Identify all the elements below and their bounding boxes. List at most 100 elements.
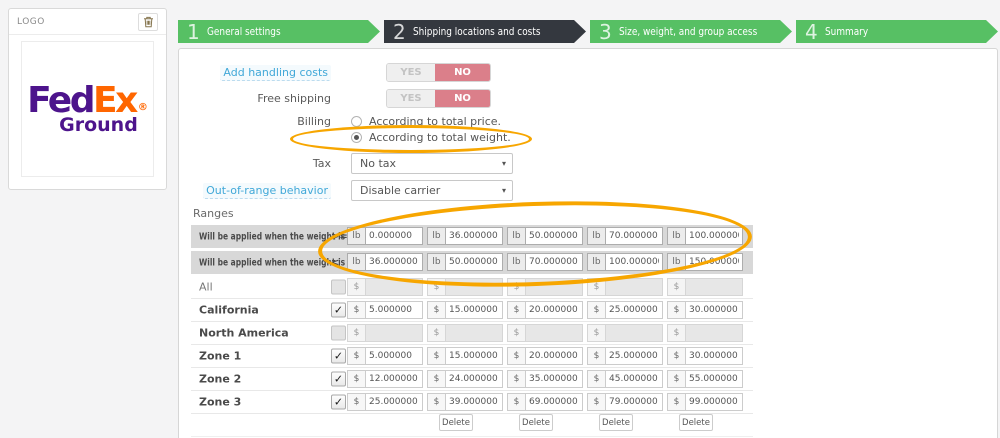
- logo-card-header: LOGO: [9, 9, 166, 35]
- weight-input[interactable]: [605, 227, 663, 245]
- free-shipping-toggle[interactable]: YES NO: [386, 88, 491, 108]
- unit-prefix: lb: [347, 253, 365, 271]
- handling-costs-toggle[interactable]: YES NO: [386, 62, 491, 82]
- wizard-step-general-settings[interactable]: 1 General settings: [178, 20, 380, 43]
- weight-input[interactable]: [685, 253, 743, 271]
- weight-input[interactable]: [525, 227, 583, 245]
- price-input[interactable]: [525, 301, 583, 319]
- price-input[interactable]: [445, 370, 503, 388]
- currency-prefix: $: [667, 278, 685, 296]
- zone-checkbox[interactable]: ✓: [331, 348, 346, 364]
- price-cell: $: [347, 347, 423, 365]
- delete-logo-button[interactable]: [138, 12, 158, 31]
- currency-prefix: $: [347, 370, 365, 388]
- zone-name: Zone 3: [199, 395, 242, 409]
- currency-prefix: $: [347, 347, 365, 365]
- toggle-no-button[interactable]: NO: [435, 63, 490, 81]
- price-input[interactable]: [685, 324, 743, 342]
- zone-name: North America: [199, 326, 289, 340]
- price-input[interactable]: [605, 278, 663, 296]
- price-input[interactable]: [365, 324, 423, 342]
- weight-input[interactable]: [445, 227, 503, 245]
- weight-input[interactable]: [365, 253, 423, 271]
- price-input[interactable]: [365, 301, 423, 319]
- zone-row-north-america: North America $ $ $ $ $: [191, 322, 753, 345]
- price-cell: $: [427, 301, 503, 319]
- toggle-yes-button[interactable]: YES: [387, 89, 435, 107]
- currency-prefix: $: [587, 278, 605, 296]
- wizard-step-summary[interactable]: 4 Summary: [796, 20, 998, 43]
- price-input[interactable]: [525, 370, 583, 388]
- delete-buttons-row: Delete Delete Delete Delete: [191, 414, 753, 437]
- fedex-logo-fed: Fed: [27, 80, 95, 121]
- currency-prefix: $: [427, 324, 445, 342]
- zone-checkbox[interactable]: ✓: [331, 302, 346, 318]
- price-input[interactable]: [445, 393, 503, 411]
- toggle-no-button[interactable]: NO: [435, 89, 490, 107]
- price-input[interactable]: [605, 347, 663, 365]
- delete-range-button[interactable]: Delete: [439, 414, 473, 431]
- weight-input[interactable]: [365, 227, 423, 245]
- zone-checkbox[interactable]: [331, 325, 346, 341]
- weight-input[interactable]: [445, 253, 503, 271]
- price-input[interactable]: [605, 301, 663, 319]
- out-of-range-select[interactable]: Disable carrier ▾: [351, 180, 513, 201]
- delete-range-button[interactable]: Delete: [599, 414, 633, 431]
- price-input[interactable]: [605, 393, 663, 411]
- trash-icon: [143, 16, 153, 27]
- price-cell: $: [427, 370, 503, 388]
- handling-costs-row: Add handling costs YES NO: [179, 61, 997, 83]
- price-input[interactable]: [685, 347, 743, 365]
- billing-price-radio[interactable]: [351, 115, 362, 127]
- price-input[interactable]: [525, 278, 583, 296]
- price-input[interactable]: [445, 278, 503, 296]
- out-of-range-select-value: Disable carrier: [360, 184, 441, 197]
- price-input[interactable]: [445, 324, 503, 342]
- wizard-step-shipping-locations[interactable]: 2 Shipping locations and costs: [384, 20, 586, 43]
- price-input[interactable]: [365, 393, 423, 411]
- zone-checkbox[interactable]: ✓: [331, 394, 346, 410]
- currency-prefix: $: [587, 393, 605, 411]
- price-input[interactable]: [605, 370, 663, 388]
- delete-range-button[interactable]: Delete: [679, 414, 713, 431]
- settings-panel: Add handling costs YES NO Free shipping …: [178, 48, 998, 438]
- price-cell: $: [587, 278, 663, 296]
- toggle-yes-button[interactable]: YES: [387, 63, 435, 81]
- weight-input[interactable]: [685, 227, 743, 245]
- price-input[interactable]: [445, 301, 503, 319]
- billing-weight-radio[interactable]: [351, 131, 362, 143]
- price-input[interactable]: [525, 324, 583, 342]
- currency-prefix: $: [427, 278, 445, 296]
- billing-row: Billing According to total price. Accord…: [179, 113, 997, 149]
- weight-input[interactable]: [605, 253, 663, 271]
- tax-select-value: No tax: [360, 157, 397, 170]
- price-input[interactable]: [605, 324, 663, 342]
- chevron-down-icon: ▾: [501, 186, 506, 195]
- zone-checkbox[interactable]: [331, 279, 346, 295]
- tax-select[interactable]: No tax ▾: [351, 153, 513, 174]
- currency-prefix: $: [667, 324, 685, 342]
- price-cell: $: [347, 370, 423, 388]
- price-cell: $: [507, 301, 583, 319]
- price-input[interactable]: [685, 278, 743, 296]
- price-cell: $: [587, 393, 663, 411]
- weight-range-operator: >=: [331, 231, 348, 242]
- price-input[interactable]: [525, 347, 583, 365]
- price-input[interactable]: [525, 393, 583, 411]
- price-input[interactable]: [365, 370, 423, 388]
- price-input[interactable]: [685, 370, 743, 388]
- price-cell: $: [427, 393, 503, 411]
- price-input[interactable]: [445, 347, 503, 365]
- currency-prefix: $: [667, 370, 685, 388]
- price-input[interactable]: [365, 347, 423, 365]
- ranges-title: Ranges: [193, 207, 234, 220]
- price-input[interactable]: [685, 393, 743, 411]
- out-of-range-label: Out-of-range behavior: [203, 183, 331, 199]
- wizard-step-size-weight-group[interactable]: 3 Size, weight, and group access: [590, 20, 792, 43]
- free-shipping-row: Free shipping YES NO: [179, 87, 997, 109]
- weight-input[interactable]: [525, 253, 583, 271]
- delete-range-button[interactable]: Delete: [519, 414, 553, 431]
- price-input[interactable]: [365, 278, 423, 296]
- zone-checkbox[interactable]: ✓: [331, 371, 346, 387]
- price-input[interactable]: [685, 301, 743, 319]
